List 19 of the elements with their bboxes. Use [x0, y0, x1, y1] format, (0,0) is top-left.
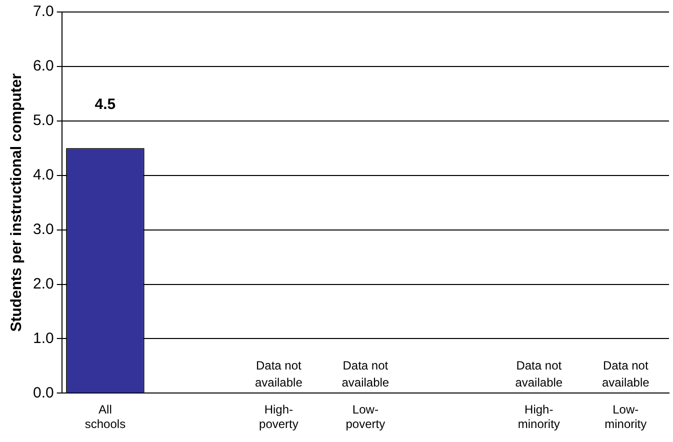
y-tick-label: 1.0	[32, 330, 54, 347]
y-tick-label: 4.0	[32, 166, 54, 184]
y-tick-label: 6.0	[32, 58, 54, 75]
y-tick-label: 7.0	[32, 3, 54, 20]
x-tick-label: High- poverty	[259, 402, 298, 432]
y-axis-title: Students per instructional computer	[8, 73, 26, 332]
y-tick-label: 5.0	[32, 112, 54, 130]
y-tick-label: 0.0	[32, 384, 54, 402]
text: Data not available	[602, 358, 650, 390]
text: Data not available	[255, 358, 302, 390]
x-tick-label: Low- poverty	[346, 402, 386, 432]
text: Data not available	[342, 358, 390, 390]
y-tick-label: 3.0	[32, 220, 54, 238]
x-tick-label: High- minority	[518, 402, 560, 432]
data-label: 4.5	[94, 96, 116, 113]
x-tick-label: Low- minority	[604, 402, 647, 432]
y-tick-label: 2.0	[32, 275, 54, 292]
x-tick-label: All schools	[84, 402, 126, 432]
text: Data not available	[515, 358, 563, 390]
